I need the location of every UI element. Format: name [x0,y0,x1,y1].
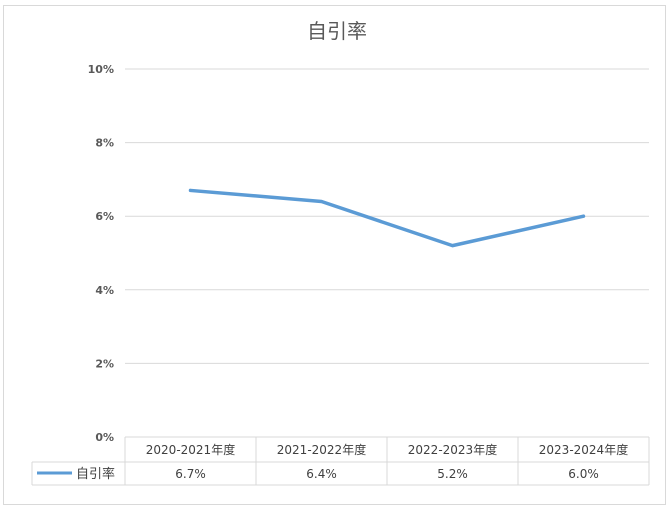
y-axis: 0% 2% 4% 6% 8% 10% [88,63,114,444]
chart-frame [3,5,666,505]
data-table: 2020-2021年度 2021-2022年度 2022-2023年度 2023-20… [31,437,650,486]
series-layer [188,188,586,248]
y-tick-label: 10% [88,63,114,76]
data-point [582,214,585,218]
y-tick-label: 8% [95,137,114,150]
chart-title: 自引率 [307,19,367,43]
data-value-label: 6.4% [306,467,337,481]
data-value-label: 6.0% [568,467,599,481]
y-tick-label: 6% [95,210,114,223]
y-tick-label: 4% [95,284,114,297]
grid-lines [125,68,649,438]
data-value-label: 5.2% [437,467,468,481]
data-value-label: 6.7% [175,467,206,481]
x-category-label: 2022-2023年度 [408,442,497,457]
data-point [320,199,323,203]
data-point [189,188,192,192]
x-category-label: 2020-2021年度 [146,442,235,457]
data-point [451,244,454,248]
legend-label: 自引率 [76,466,115,482]
x-category-label: 2023-2024年度 [539,442,628,457]
series-line [188,188,586,248]
y-tick-label: 0% [95,431,114,444]
y-tick-label: 2% [95,357,114,370]
x-category-label: 2021-2022年度 [277,442,366,457]
